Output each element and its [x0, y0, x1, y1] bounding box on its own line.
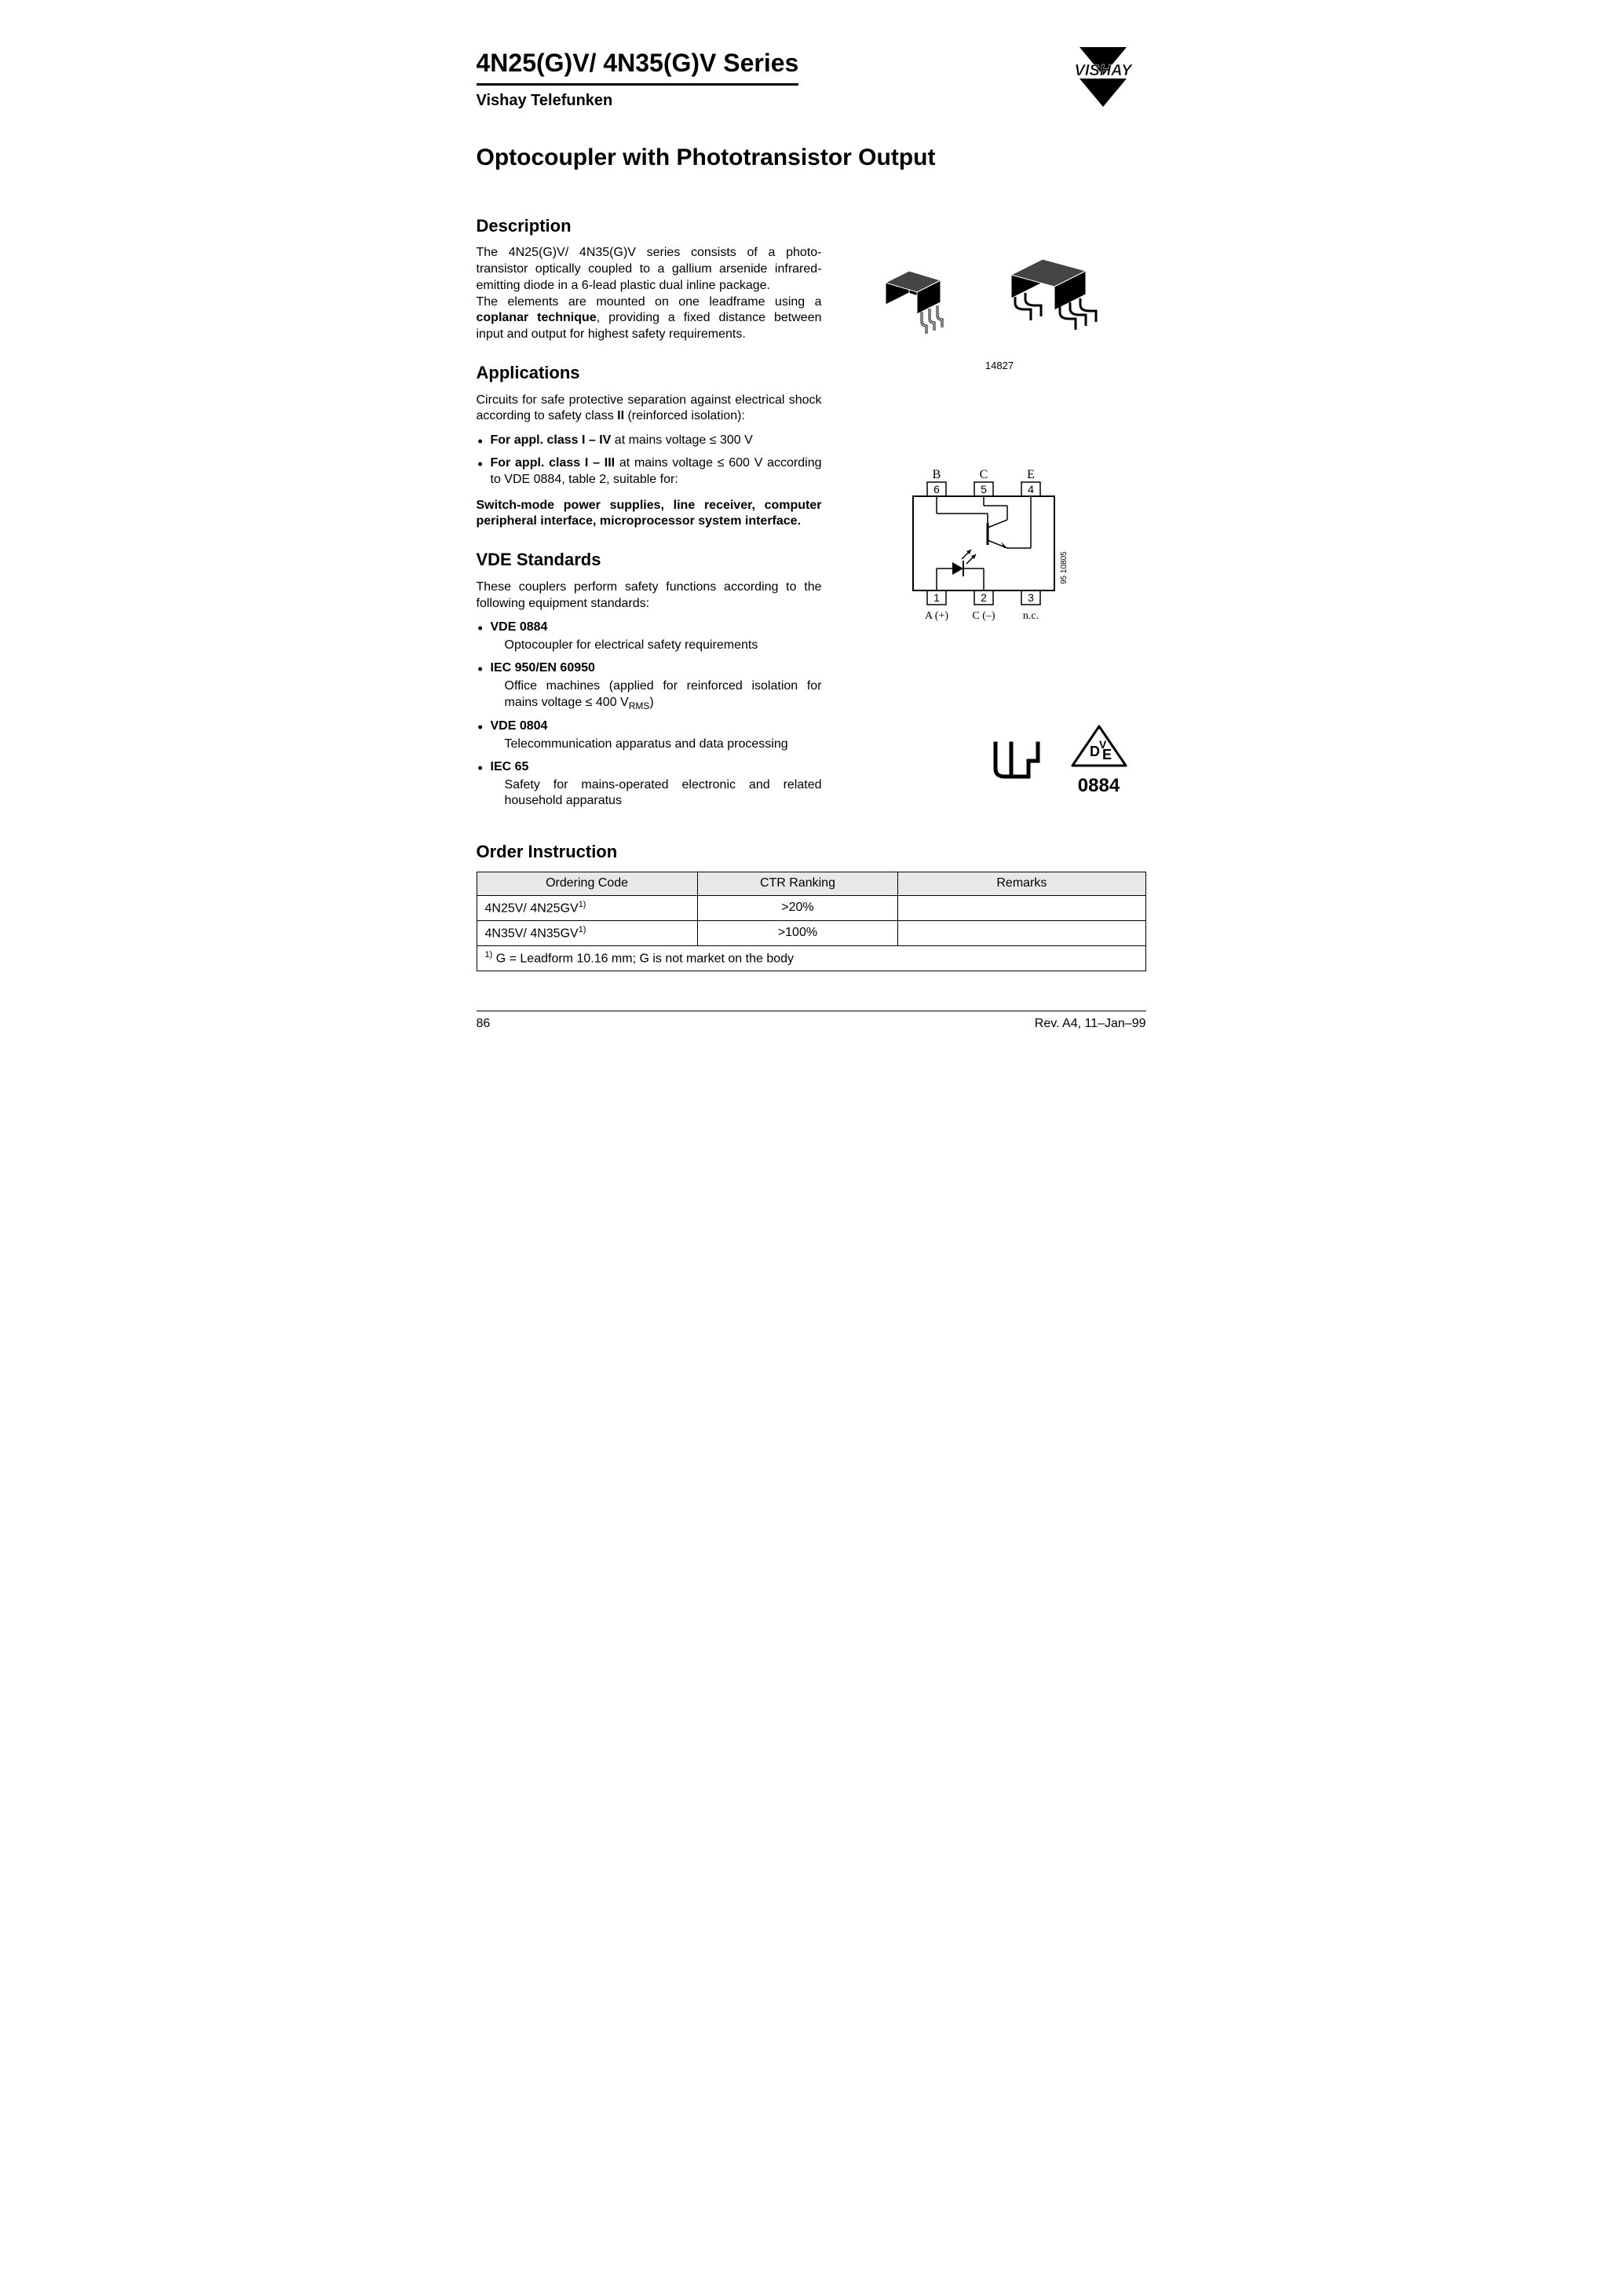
vde-cert-number: 0884 — [1078, 773, 1120, 798]
order-instruction-section: Order Instruction Ordering Code CTR Rank… — [477, 841, 1146, 971]
svg-text:4: 4 — [1028, 483, 1034, 495]
right-column: 14827 B C E 6 5 4 — [853, 196, 1146, 818]
table-footnote: 1) G = Leadform 10.16 mm; G is not marke… — [477, 945, 1145, 971]
applications-heading: Applications — [477, 362, 822, 385]
table-header: Remarks — [898, 872, 1145, 895]
svg-text:n.c.: n.c. — [1023, 610, 1039, 622]
table-header: Ordering Code — [477, 872, 697, 895]
order-table: Ordering Code CTR Ranking Remarks 4N25V/… — [477, 872, 1146, 971]
page-number: 86 — [477, 1016, 491, 1033]
ul-mark-icon — [989, 737, 1044, 784]
packages-figure-label: 14827 — [985, 360, 1014, 373]
table-cell — [898, 920, 1145, 945]
app-bullet: For appl. class I – III at mains voltage… — [477, 455, 822, 488]
vde-intro: These couplers perform safety functions … — [477, 579, 822, 612]
svg-text:A (+): A (+) — [925, 610, 948, 622]
table-cell: >20% — [697, 895, 898, 920]
svg-text:5: 5 — [981, 483, 987, 495]
svg-text:95 10805: 95 10805 — [1060, 551, 1069, 584]
dip-package-icon — [878, 247, 964, 342]
table-cell: 4N25V/ 4N25GV1) — [477, 895, 697, 920]
certification-marks: D V E 0884 — [853, 723, 1146, 798]
svg-text:E: E — [1027, 468, 1035, 481]
svg-text:1: 1 — [933, 591, 940, 604]
svg-text:C (–): C (–) — [972, 610, 995, 622]
left-column: Description The 4N25(G)V/ 4N35(G)V serie… — [477, 196, 822, 818]
svg-text:2: 2 — [981, 591, 987, 604]
page-header: 4N25(G)V/ 4N35(G)V Series Vishay Telefun… — [477, 47, 1146, 142]
applications-intro: Circuits for safe protective separation … — [477, 393, 822, 426]
title-block: 4N25(G)V/ 4N35(G)V Series Vishay Telefun… — [477, 47, 799, 142]
description-para2: The elements are mounted on one leadfram… — [477, 294, 822, 343]
table-cell — [898, 895, 1145, 920]
series-title: 4N25(G)V/ 4N35(G)V Series — [477, 47, 799, 86]
table-cell: 4N35V/ 4N35GV1) — [477, 920, 697, 945]
vendor-subtitle: Vishay Telefunken — [477, 90, 799, 111]
table-footnote-row: 1) G = Leadform 10.16 mm; G is not marke… — [477, 945, 1145, 971]
page-footer: 86 Rev. A4, 11–Jan–99 — [477, 1011, 1146, 1033]
dip-package-wide-icon — [1003, 243, 1121, 345]
vishay-logo: VISHAY — [1060, 47, 1146, 123]
app-bullet: For appl. class I – IV at mains voltage … — [477, 433, 822, 449]
vde-item: VDE 0804 Telecommunication apparatus and… — [477, 718, 822, 753]
svg-text:3: 3 — [1028, 591, 1034, 604]
revision-date: Rev. A4, 11–Jan–99 — [1035, 1016, 1146, 1033]
package-drawings — [878, 243, 1121, 345]
svg-text:E: E — [1102, 747, 1112, 762]
description-heading: Description — [477, 215, 822, 238]
order-heading: Order Instruction — [477, 841, 1146, 864]
description-para1: The 4N25(G)V/ 4N35(G)V series consists o… — [477, 245, 822, 294]
applications-bullets: For appl. class I – IV at mains voltage … — [477, 433, 822, 488]
vde-item: VDE 0884 Optocoupler for electrical safe… — [477, 620, 822, 654]
svg-text:VISHAY: VISHAY — [1074, 62, 1133, 79]
table-row: 4N25V/ 4N25GV1) >20% — [477, 895, 1145, 920]
vde-item: IEC 65 Safety for mains-operated electro… — [477, 759, 822, 810]
table-header: CTR Ranking — [697, 872, 898, 895]
main-title: Optocoupler with Phototransistor Output — [477, 142, 1146, 173]
vde-item: IEC 950/EN 60950 Office machines (applie… — [477, 660, 822, 712]
vde-mark: D V E 0884 — [1068, 723, 1131, 798]
svg-text:6: 6 — [933, 483, 940, 495]
svg-text:B: B — [933, 468, 941, 481]
svg-text:C: C — [980, 468, 988, 481]
vde-heading: VDE Standards — [477, 549, 822, 572]
schematic-diagram: B C E 6 5 4 — [890, 466, 1109, 645]
vde-items: VDE 0884 Optocoupler for electrical safe… — [477, 620, 822, 810]
table-row: 4N35V/ 4N35GV1) >100% — [477, 920, 1145, 945]
vde-triangle-icon: D V E — [1068, 723, 1131, 770]
switch-mode-text: Switch-mode power supplies, line receive… — [477, 498, 822, 531]
table-header-row: Ordering Code CTR Ranking Remarks — [477, 872, 1145, 895]
table-cell: >100% — [697, 920, 898, 945]
